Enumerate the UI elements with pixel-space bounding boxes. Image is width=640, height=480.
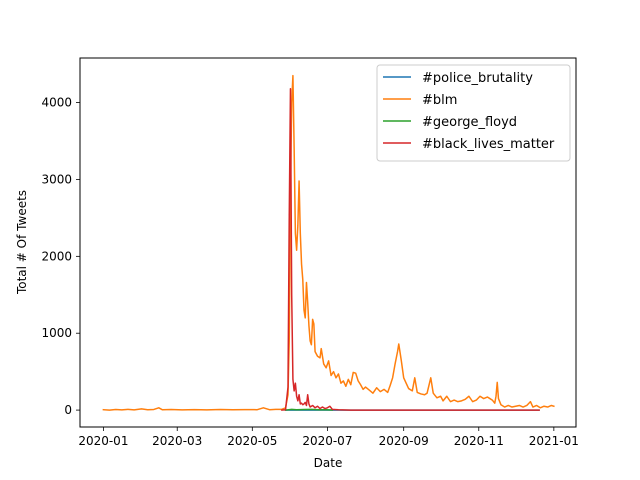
legend-label: #black_lives_matter: [422, 137, 555, 152]
legend-box: [376, 64, 571, 162]
y-axis-label: Total # Of Tweets: [15, 190, 29, 295]
axes-frame: [79, 57, 577, 428]
x-tick-label: 2020-05: [227, 434, 277, 448]
series-line-3: [281, 88, 540, 411]
y-tick-label: 0: [64, 403, 72, 417]
y-tick-label: 3000: [41, 172, 72, 186]
y-tick-label: 4000: [41, 96, 72, 110]
x-tick-label: 2020-09: [379, 434, 429, 448]
x-tick-label: 2020-11: [454, 434, 504, 448]
x-axis-label: Date: [314, 456, 343, 470]
legend-label: #george_floyd: [422, 115, 517, 130]
x-axis: 2020-01 2020-03 2020-05 2020-07 2020-09 2020-…: [78, 427, 579, 448]
x-tick-label: 2021-01: [529, 434, 579, 448]
series-line-2: [284, 408, 334, 411]
x-tick-label: 2020-03: [152, 434, 202, 448]
x-tick-label: 2020-01: [78, 434, 128, 448]
series-line-1: [102, 74, 555, 411]
legend-label: #blm: [422, 93, 457, 108]
y-tick-label: 2000: [41, 249, 72, 263]
y-tick-label: 1000: [41, 326, 72, 340]
legend: #police_brutality #blm #george_floyd #black…: [376, 64, 571, 162]
x-tick-label: 2020-07: [302, 434, 352, 448]
legend-label: #police_brutality: [422, 71, 533, 86]
y-axis: 0 1000 2000 3000 4000: [41, 96, 80, 417]
plot-area: [102, 74, 555, 411]
